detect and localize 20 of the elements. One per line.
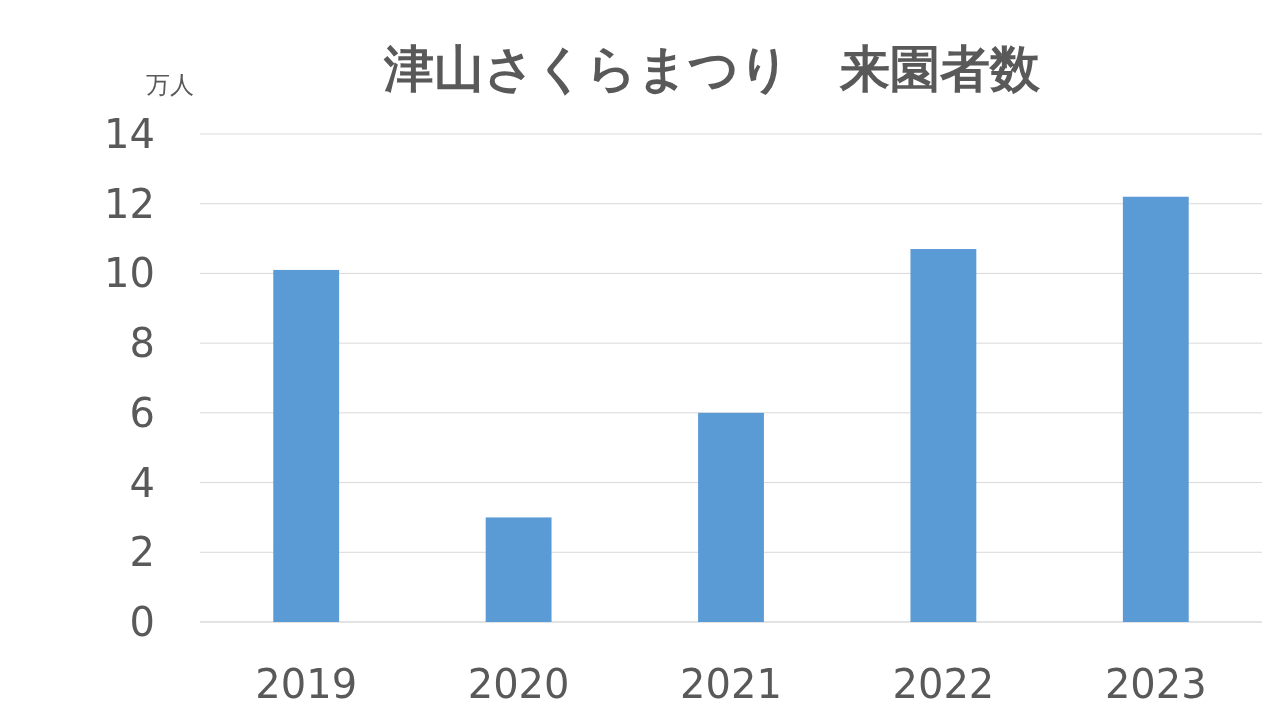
x-tick-label: 2021 bbox=[680, 661, 782, 707]
y-tick-label: 12 bbox=[104, 180, 155, 227]
chart-title: 津山さくらまつり 来園者数 bbox=[383, 40, 1041, 98]
bar bbox=[485, 517, 552, 622]
y-tick-label: 14 bbox=[104, 111, 155, 157]
bar bbox=[1122, 196, 1189, 622]
x-tick-label: 2023 bbox=[1104, 661, 1207, 707]
y-tick-label: 2 bbox=[129, 529, 155, 576]
y-axis-title: 万人 bbox=[146, 71, 194, 99]
bar bbox=[698, 412, 764, 622]
y-tick-label: 8 bbox=[129, 320, 155, 367]
y-tick-label: 4 bbox=[129, 459, 155, 506]
bar bbox=[910, 249, 977, 622]
y-tick-label: 10 bbox=[104, 250, 155, 297]
bar bbox=[273, 269, 340, 622]
x-tick-label: 2019 bbox=[255, 661, 358, 707]
y-tick-label: 6 bbox=[129, 389, 155, 436]
x-tick-label: 2020 bbox=[467, 661, 570, 707]
y-tick-label: 0 bbox=[129, 599, 155, 645]
x-tick-label: 2022 bbox=[892, 661, 995, 707]
